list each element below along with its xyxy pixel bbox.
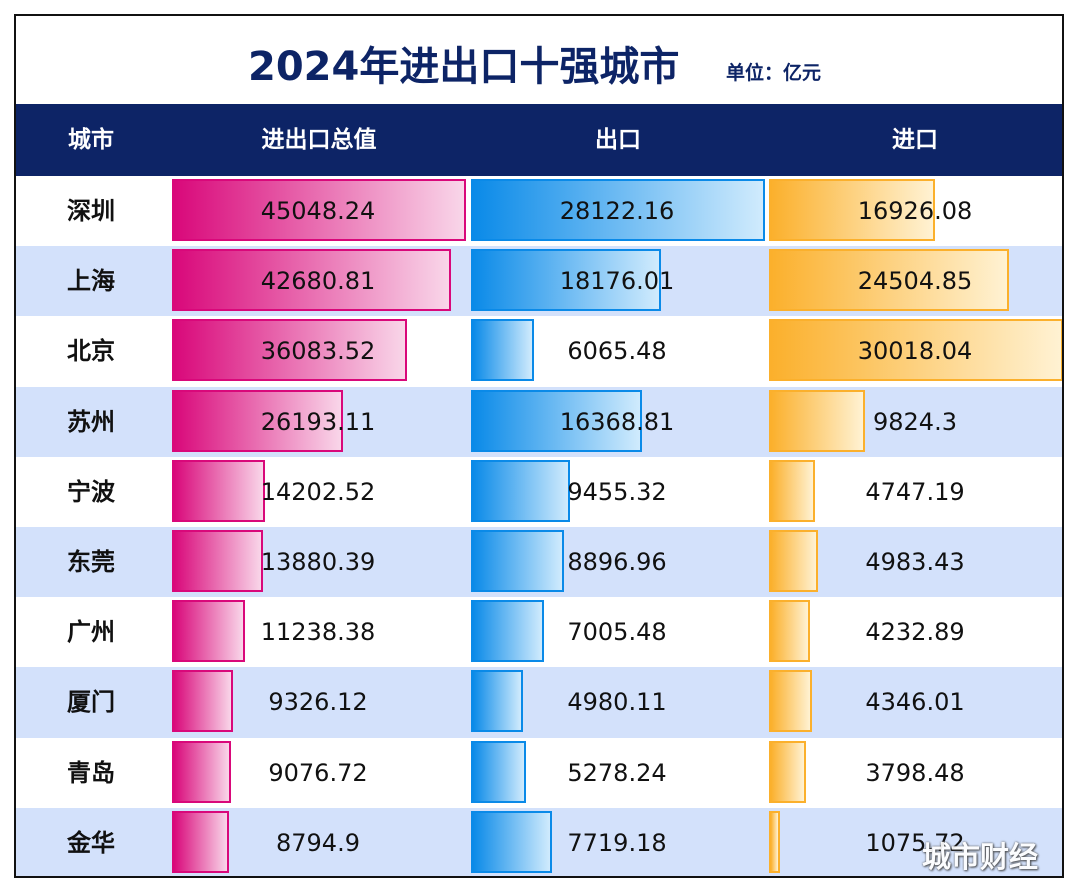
bar-import xyxy=(769,810,780,873)
table-row: 厦门 9326.12 4980.11 4346.01 xyxy=(16,667,1062,738)
table-row: 深圳 45048.24 28122.16 16926.08 xyxy=(16,176,1062,246)
value-label-export: 7719.18 xyxy=(567,828,667,857)
value-label-total: 14202.52 xyxy=(260,477,376,506)
value-label-export: 18176.01 xyxy=(559,267,675,296)
bar-import xyxy=(769,459,816,522)
value-label-import: 4983.43 xyxy=(865,548,965,576)
bar-import xyxy=(769,600,811,663)
bar-export xyxy=(471,179,765,241)
bar-export xyxy=(471,600,545,663)
value-label-import: 3798.48 xyxy=(865,758,965,787)
city-label: 金华 xyxy=(67,828,115,857)
city-label: 北京 xyxy=(67,337,115,366)
city-label: 宁波 xyxy=(67,477,115,506)
unit-label: 单位：亿元 xyxy=(726,62,822,84)
value-label-import: 4232.89 xyxy=(865,618,965,647)
table-body: 深圳 45048.24 28122.16 16926.08 上海 42680.81 1817… xyxy=(16,176,1062,876)
bar-export xyxy=(471,740,527,803)
bar-import xyxy=(769,530,818,592)
table-row: 广州 11238.38 7005.48 4232.89 xyxy=(16,597,1062,667)
bar-export xyxy=(471,319,535,382)
value-label-export: 5278.24 xyxy=(567,758,667,787)
bar-export xyxy=(471,249,662,312)
bar-total xyxy=(172,670,233,733)
title-row: 2024年进出口十强城市 单位：亿元 xyxy=(16,16,1062,104)
header-row: 城市 进出口总值 出口 进口 xyxy=(16,104,1062,176)
bar-import xyxy=(769,740,807,803)
value-label-import: 1075.72 xyxy=(865,828,965,857)
table-row: 东莞 13880.39 8896.96 4983.43 xyxy=(16,527,1062,598)
value-label-total: 9326.12 xyxy=(268,688,368,717)
table-row: 北京 36083.52 6065.48 30018.04 xyxy=(16,316,1062,386)
header-export: 出口 xyxy=(595,127,641,153)
bar-total xyxy=(172,740,232,803)
value-label-import: 4346.01 xyxy=(865,688,965,717)
table-row: 上海 42680.81 18176.01 24504.85 xyxy=(16,246,1062,317)
bar-total xyxy=(172,249,451,312)
bar-total xyxy=(172,600,246,663)
bar-import xyxy=(769,179,935,241)
value-label-import: 9824.3 xyxy=(873,407,957,436)
bar-total xyxy=(172,319,408,382)
value-label-export: 6065.48 xyxy=(567,337,667,366)
header-city: 城市 xyxy=(68,127,114,153)
value-label-export: 16368.81 xyxy=(559,407,675,436)
city-label: 厦门 xyxy=(67,688,115,717)
bar-export xyxy=(471,389,643,452)
table-row: 金华 8794.9 7719.18 1075.72 xyxy=(16,807,1062,876)
value-label-export: 7005.48 xyxy=(567,618,667,647)
city-label: 广州 xyxy=(67,618,115,647)
value-label-total: 11238.38 xyxy=(260,618,376,647)
bar-export xyxy=(471,459,570,522)
bar-import xyxy=(769,389,866,452)
bar-export xyxy=(471,670,524,733)
chart-title: 2024年进出口十强城市 xyxy=(248,44,680,90)
bar-import xyxy=(769,249,1009,312)
value-label-total: 45048.24 xyxy=(260,197,376,225)
watermark: 城市财经 xyxy=(922,840,1039,874)
bar-import xyxy=(769,670,812,733)
value-label-import: 30018.04 xyxy=(857,337,973,366)
bar-total xyxy=(172,459,265,522)
value-label-import: 24504.85 xyxy=(857,267,973,296)
city-label: 上海 xyxy=(67,267,115,296)
bar-export xyxy=(471,810,552,873)
bar-total xyxy=(172,389,343,452)
value-label-total: 13880.39 xyxy=(260,548,376,576)
bar-total xyxy=(172,179,466,241)
bar-import xyxy=(769,319,1062,382)
value-label-total: 26193.11 xyxy=(260,407,376,436)
value-label-export: 28122.16 xyxy=(559,197,675,225)
value-label-import: 4747.19 xyxy=(865,477,965,506)
header-total: 进出口总值 xyxy=(261,127,377,153)
header-import: 进口 xyxy=(892,127,938,153)
value-label-total: 9076.72 xyxy=(268,758,368,787)
city-label: 东莞 xyxy=(67,548,115,576)
value-label-import: 16926.08 xyxy=(857,197,973,225)
value-label-export: 4980.11 xyxy=(567,688,667,717)
city-label: 青岛 xyxy=(67,758,115,787)
table-frame: 2024年进出口十强城市 单位：亿元 城市 进出口总值 出口 进口 深圳 4504… xyxy=(14,14,1064,878)
value-label-total: 42680.81 xyxy=(260,267,376,296)
value-label-total: 36083.52 xyxy=(260,337,376,366)
table-row: 青岛 9076.72 5278.24 3798.48 xyxy=(16,738,1062,808)
table-row: 苏州 26193.11 16368.81 9824.3 xyxy=(16,386,1062,457)
city-label: 深圳 xyxy=(67,197,115,225)
bar-export xyxy=(471,530,564,592)
value-label-total: 8794.9 xyxy=(276,828,360,857)
value-label-export: 9455.32 xyxy=(567,477,667,506)
table-row: 宁波 14202.52 9455.32 4747.19 xyxy=(16,457,1062,527)
value-label-export: 8896.96 xyxy=(567,548,667,576)
bar-total xyxy=(172,530,263,592)
bar-total xyxy=(172,810,230,873)
city-label: 苏州 xyxy=(67,407,115,436)
